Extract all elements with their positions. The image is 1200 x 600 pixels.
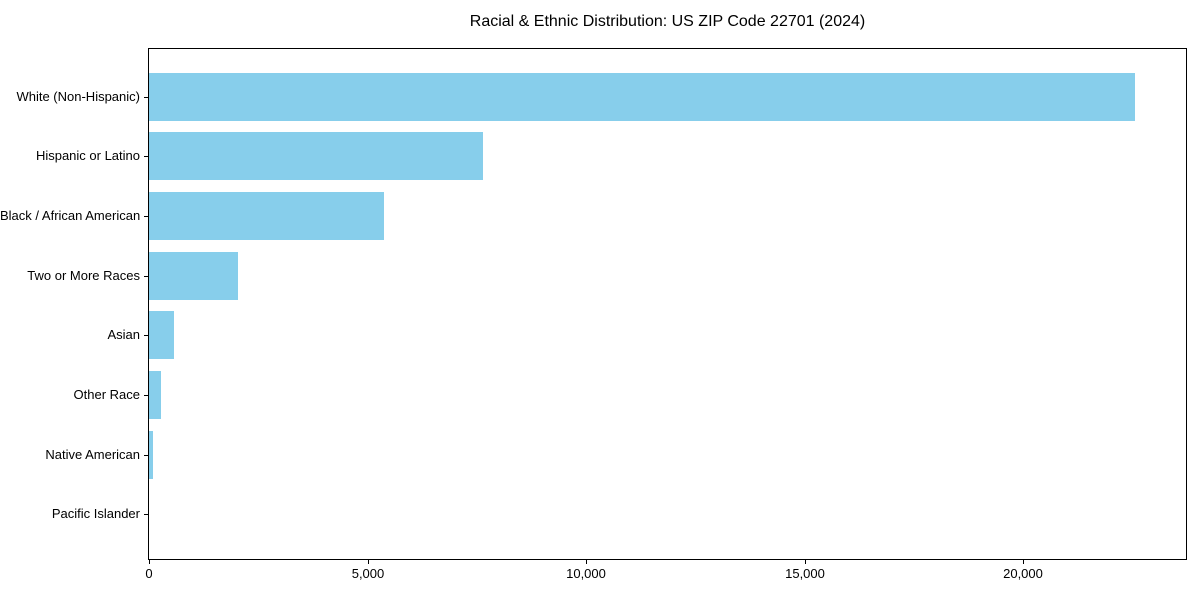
- x-tick-label: 10,000: [566, 566, 606, 581]
- bar: [149, 370, 161, 419]
- y-tick-mark: [144, 96, 148, 98]
- y-tick-mark: [144, 514, 148, 516]
- bar: [149, 251, 238, 300]
- y-tick-label: Native American: [45, 446, 140, 462]
- x-tick-mark: [1023, 560, 1024, 564]
- bar: [149, 311, 174, 360]
- bar: [149, 430, 153, 479]
- bar: [149, 132, 483, 181]
- y-tick-label: White (Non-Hispanic): [16, 88, 140, 104]
- x-tick-mark: [805, 560, 806, 564]
- bar: [149, 72, 1135, 121]
- x-tick-label: 0: [145, 566, 153, 581]
- y-tick-mark: [144, 216, 148, 218]
- x-tick-mark: [368, 560, 369, 564]
- y-tick-label: Hispanic or Latino: [35, 148, 140, 164]
- y-tick-mark: [144, 335, 148, 337]
- x-tick-mark: [586, 560, 587, 564]
- x-tick-mark: [149, 560, 150, 564]
- y-tick-mark: [144, 275, 148, 277]
- y-tick-label: Black / African American: [0, 208, 141, 224]
- y-tick-label: Other Race: [73, 386, 140, 402]
- bar: [149, 192, 384, 241]
- y-tick-mark: [144, 454, 148, 456]
- y-tick-mark: [144, 394, 148, 396]
- x-tick-label: 5,000: [351, 566, 385, 581]
- x-tick-label: 15,000: [785, 566, 825, 581]
- plot-area: [148, 48, 1187, 560]
- chart-title: Racial & Ethnic Distribution: US ZIP Cod…: [469, 13, 866, 30]
- y-tick-label: Two or More Races: [27, 267, 140, 283]
- x-tick-label: 20,000: [1003, 566, 1043, 581]
- y-tick-label: Asian: [107, 327, 140, 343]
- y-tick-mark: [144, 156, 148, 158]
- y-tick-label: Pacific Islander: [51, 506, 140, 522]
